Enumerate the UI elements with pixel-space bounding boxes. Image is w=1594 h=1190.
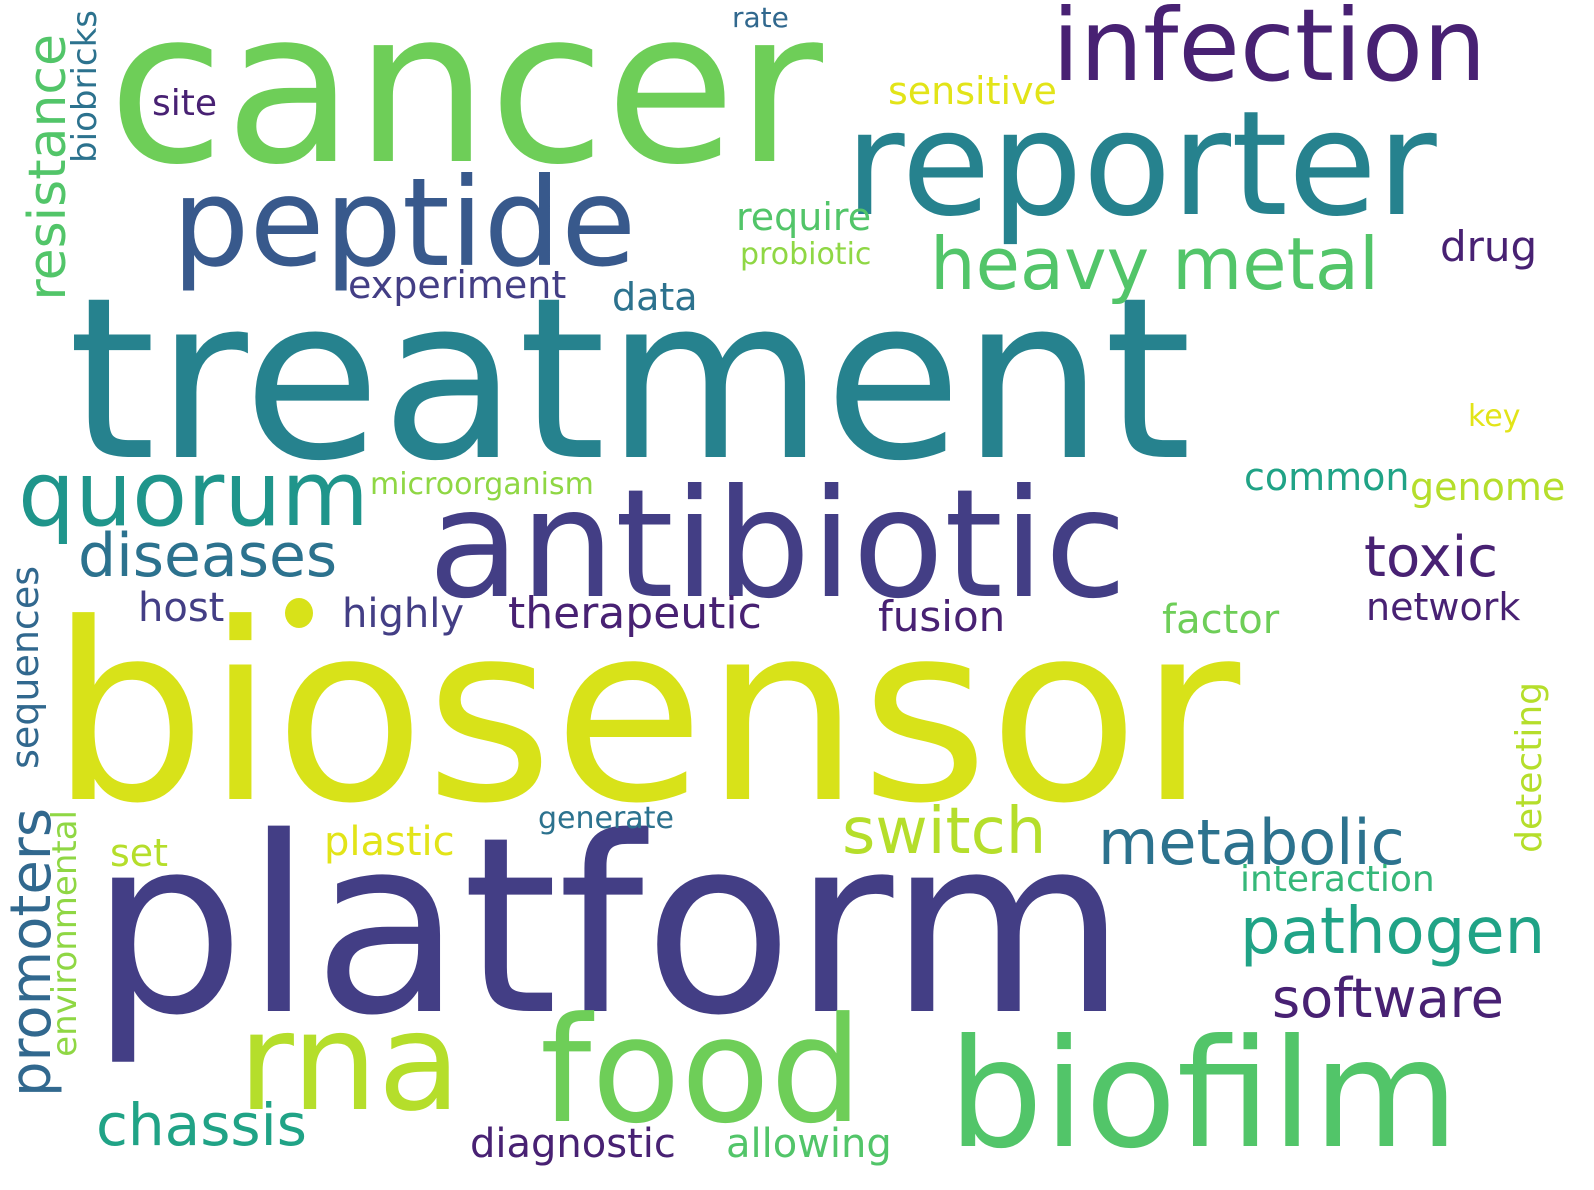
word-diagnostic: diagnostic (470, 1121, 676, 1167)
word-pathogen: pathogen (1240, 895, 1546, 969)
word-reporter: reporter (845, 80, 1437, 249)
word-biosensor: biosensor (50, 572, 1241, 858)
word-platform: platform (90, 785, 1127, 1069)
word-allowing: allowing (726, 1121, 892, 1167)
word-quorum: quorum (18, 442, 369, 547)
word-biofilm: biofilm (948, 1008, 1459, 1182)
word-factor: factor (1162, 597, 1280, 643)
word-peptide: peptide (172, 152, 637, 294)
word-common: common (1244, 455, 1410, 499)
word-drug: drug (1440, 222, 1538, 271)
word-data: data (612, 275, 698, 319)
word-generate: generate (538, 801, 674, 836)
word-experiment: experiment (348, 263, 567, 307)
word-site: site (152, 83, 218, 124)
word-software: software (1272, 967, 1504, 1030)
word-toxic: toxic (1364, 525, 1498, 590)
word-highly: highly (342, 591, 464, 637)
word-plastic: plastic (324, 819, 455, 865)
dot-glyph (285, 598, 313, 628)
word-detecting: detecting (1509, 682, 1550, 853)
word-probiotic: probiotic (740, 237, 872, 272)
word-switch: switch (842, 795, 1047, 869)
word-diseases: diseases (78, 521, 338, 591)
word-biobricks: biobricks (65, 10, 105, 163)
word-food: food (540, 986, 863, 1156)
word-chassis: chassis (96, 1091, 307, 1159)
word-treatment: treatment (68, 249, 1192, 510)
word-sensitive: sensitive (888, 69, 1057, 113)
word-genome: genome (1410, 465, 1566, 509)
word-infection: infection (1052, 0, 1487, 104)
word-interaction: interaction (1240, 859, 1435, 900)
word-host: host (138, 585, 225, 631)
word-require: require (736, 195, 872, 239)
word-cancer: cancer (108, 0, 823, 211)
word-rate: rate (732, 1, 789, 34)
word-environmental: environmental (45, 810, 85, 1057)
word-set: set (110, 831, 169, 875)
word-heavy-metal: heavy metal (930, 222, 1379, 306)
word-key: key (1468, 399, 1521, 434)
word-rna: rna (238, 984, 462, 1142)
word-fusion: fusion (878, 592, 1006, 641)
word-antibiotic: antibiotic (428, 458, 1128, 632)
word-network: network (1366, 585, 1521, 629)
word-microorganism: microorganism (370, 467, 594, 502)
word-therapeutic: therapeutic (508, 588, 762, 639)
word-sequences: sequences (3, 566, 47, 769)
word-metabolic: metabolic (1098, 806, 1405, 879)
